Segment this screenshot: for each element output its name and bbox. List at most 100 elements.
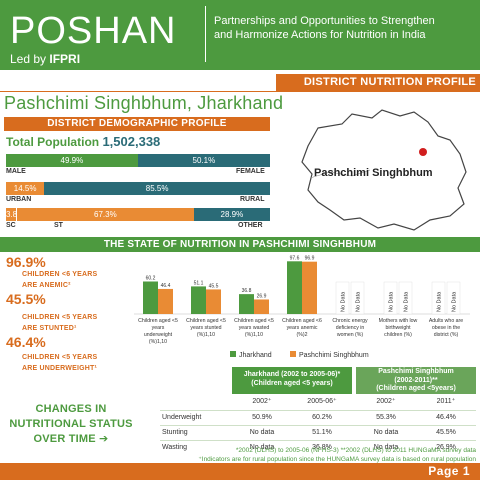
stat-underweight-line-1: CHILDREN <5 YEARS xyxy=(22,354,98,361)
bar-jharkhand xyxy=(239,294,254,314)
category-label: birthweight xyxy=(385,325,411,331)
st-label: ST xyxy=(54,222,63,229)
table-row: Wasting No data 36.8% No data 26.9% xyxy=(160,440,476,453)
group2-line-1: Pashchimi Singhbhum xyxy=(378,368,454,375)
table-row: Underweight 50.9% 60.2% 55.3% 46.4% xyxy=(160,410,476,423)
group2-line-2: (2002-2011)** xyxy=(394,376,438,384)
male-segment: 49.9% xyxy=(6,154,138,167)
urban-label: URBAN xyxy=(6,196,32,203)
legend-swatch xyxy=(290,351,296,357)
bar-jharkhand xyxy=(143,281,158,314)
other-segment: 28.9% xyxy=(193,208,270,221)
header-divider xyxy=(205,6,206,62)
district-map: Pashchimi Singhbhum xyxy=(301,109,467,231)
group1-line-2: (Children aged <5 years) xyxy=(251,380,333,387)
table-year-row: 2002⁺ 2005-06⁺ 2002⁺ 2011⁺ xyxy=(160,396,476,408)
page-footer-bar: Page 1 xyxy=(0,463,480,480)
table-cell: 60.2% xyxy=(312,414,332,421)
row-label: Wasting xyxy=(162,444,188,451)
st-segment: 67.3% xyxy=(16,208,194,221)
rural-segment: 85.5% xyxy=(44,182,270,195)
group1-line-1: Jharkhand (2002 to 2005-06)* xyxy=(243,371,341,378)
tagline-line-2: and Harmonize Actions for Nutrition in I… xyxy=(214,29,426,41)
table-cell: 26.9% xyxy=(436,444,456,451)
urban-rural-bar: 14.5% 85.5% xyxy=(6,182,270,195)
bar-jharkhand xyxy=(191,286,206,314)
no-data-box xyxy=(431,281,446,315)
bar-value-label: 36.8 xyxy=(242,288,252,294)
sc-label: SC xyxy=(6,222,16,229)
stat-underweight-caption: CHILDREN <5 YEARS ARE UNDERWEIGHT¹ xyxy=(22,352,97,374)
table-cell: No data xyxy=(249,444,275,451)
no-data-label: No Data xyxy=(404,291,410,312)
category-label: Children aged <5 xyxy=(138,318,178,324)
category-label: children (%) xyxy=(384,332,412,338)
group2-line-3: (Children aged <5years) xyxy=(376,385,456,392)
group-header-jharkhand: Jharkhand (2002 to 2005-06)* (Children a… xyxy=(232,367,352,394)
category-label: Chronic energy xyxy=(332,318,368,324)
logo-text: POSHAN xyxy=(10,10,177,52)
bar-district xyxy=(254,299,269,314)
category-label: years anemic xyxy=(287,325,318,331)
footnote-sources: *2002 (DLHS) to 2005-06 (NFHS-3) **2002 … xyxy=(235,447,476,454)
category-label: Adults who are xyxy=(429,318,463,324)
no-data-box xyxy=(383,281,398,315)
bar-value-label: 96.9 xyxy=(305,256,315,262)
table-cell: 55.3% xyxy=(376,414,396,421)
profile-label: DISTRICT NUTRITION PROFILE xyxy=(276,74,480,91)
female-label: FEMALE xyxy=(236,168,265,175)
category-label: underweight xyxy=(144,332,173,338)
category-label: (%)1,10 xyxy=(149,339,167,345)
led-by-prefix: Led by xyxy=(10,52,50,66)
map-label: Pashchimi Singhbhum xyxy=(314,167,433,179)
category-label: (%)2 xyxy=(297,332,308,338)
tagline-line-1: Partnerships and Opportunities to Streng… xyxy=(214,15,435,27)
district-shape xyxy=(301,109,467,231)
year-cell: 2002⁺ xyxy=(376,398,396,405)
changes-line-3: OVER TIME ➔ xyxy=(33,433,109,445)
table-cell: No data xyxy=(373,429,399,436)
bar-value-label: 51.1 xyxy=(194,280,204,286)
stat-anemic-line-2: ARE ANEMIC² xyxy=(22,282,71,289)
poshan-logo: POSHAN Led by IFPRI xyxy=(4,6,200,66)
table-row: Stunting No data 51.1% No data 45.5% xyxy=(160,425,476,438)
no-data-box xyxy=(350,281,365,315)
year-cell: 2011⁺ xyxy=(436,398,456,405)
led-by-line: Led by IFPRI xyxy=(10,52,80,66)
ifpri-name: IFPRI xyxy=(49,52,81,66)
female-segment: 50.1% xyxy=(137,154,270,167)
group-header-district: Pashchimi Singhbhum (2002-2011)** (Child… xyxy=(356,367,476,394)
category-label: (%)1,10 xyxy=(245,332,263,338)
table-cell: 36.8% xyxy=(312,444,332,451)
stat-stunted-line-1: CHILDREN <5 YEARS xyxy=(22,314,98,321)
stat-underweight-line-2: ARE UNDERWEIGHT¹ xyxy=(22,365,98,372)
no-data-label: No Data xyxy=(356,291,362,312)
changes-line-2: NUTRITIONAL STATUS xyxy=(9,418,133,430)
stat-stunted-line-2: ARE STUNTED¹ xyxy=(22,325,77,332)
rural-label: RURAL xyxy=(240,196,265,203)
total-population: Total Population 1,502,338 xyxy=(6,134,160,149)
district-hq-marker xyxy=(419,148,427,156)
bar-value-label: 26.9 xyxy=(257,293,267,299)
category-label: years stunted xyxy=(190,325,221,331)
tagline: Partnerships and Opportunities to Streng… xyxy=(214,14,476,42)
category-label: women (%) xyxy=(337,332,364,338)
no-data-box xyxy=(335,281,350,315)
category-label: district (%) xyxy=(434,332,459,338)
category-label: obese in the xyxy=(432,325,460,331)
year-cell: 2002⁺ xyxy=(252,398,272,405)
no-data-box xyxy=(398,281,413,315)
category-label: years wasted xyxy=(239,325,270,331)
bar-value-label: 60.2 xyxy=(146,275,156,281)
urban-segment: 14.5% xyxy=(6,182,45,195)
no-data-label: No Data xyxy=(437,291,443,312)
other-label: OTHER xyxy=(238,222,263,229)
table-cell: 51.1% xyxy=(312,429,332,436)
page-number: Page 1 xyxy=(428,464,470,478)
table-cell: 46.4% xyxy=(436,414,456,421)
footnote-rural: ⁺Indicators are for rural population sin… xyxy=(198,456,476,463)
sex-ratio-bar: 49.9% 50.1% xyxy=(6,154,270,167)
header-banner: POSHAN Led by IFPRI Partnerships and Opp… xyxy=(0,0,480,70)
sc-segment: 3.8% xyxy=(6,208,24,221)
